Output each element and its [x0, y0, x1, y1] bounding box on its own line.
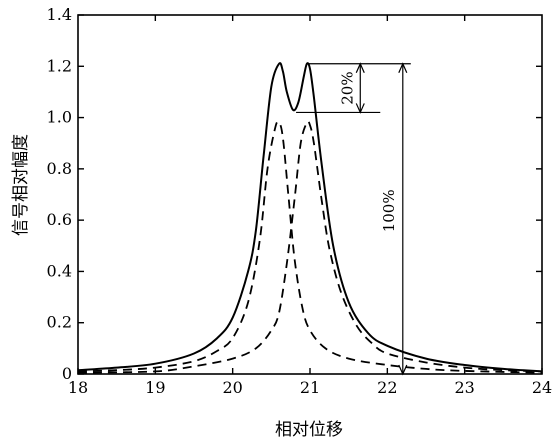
y-tick-label: 0.8 — [47, 159, 72, 178]
x-tick-label: 23 — [454, 378, 474, 397]
y-tick-label: 0.6 — [47, 210, 72, 229]
x-tick-label: 22 — [377, 378, 397, 397]
dashed-curve-3 — [77, 120, 543, 374]
solid-curve-1 — [77, 62, 543, 373]
y-tick-label: 1.2 — [47, 56, 72, 75]
annotations: 20% 100% — [296, 62, 411, 376]
y-tick-label: 0 — [62, 364, 72, 383]
arrow-100-percent-head-top — [398, 62, 408, 73]
x-tick-label: 20 — [222, 378, 242, 397]
y-tick-label: 0.4 — [47, 261, 72, 280]
x-tick-label: 24 — [532, 378, 552, 397]
x-tick-label: 18 — [68, 378, 88, 397]
label-100-percent: 100% — [380, 189, 398, 232]
arrow-100-percent-head-bottom — [398, 364, 408, 376]
curves — [77, 62, 543, 374]
y-tick-label: 0.2 — [47, 313, 72, 332]
dashed-curve-2 — [77, 120, 543, 374]
label-20-percent: 20% — [338, 71, 356, 104]
y-axis-title: 信号相对幅度 — [11, 134, 31, 236]
arrow-20-percent-head-top — [355, 62, 365, 73]
axes: 18 19 20 21 22 23 24 0 0.2 0.4 0.6 0.8 1.0 1.2 1.4 — [47, 5, 553, 397]
x-axis-title: 相对位移 — [275, 420, 343, 440]
y-tick-label: 1.4 — [47, 5, 72, 24]
arrow-20-percent-head-bottom — [355, 103, 365, 114]
y-tick-label: 1.0 — [47, 108, 72, 127]
x-tick-label: 19 — [145, 378, 165, 397]
x-tick-label: 21 — [300, 378, 320, 397]
